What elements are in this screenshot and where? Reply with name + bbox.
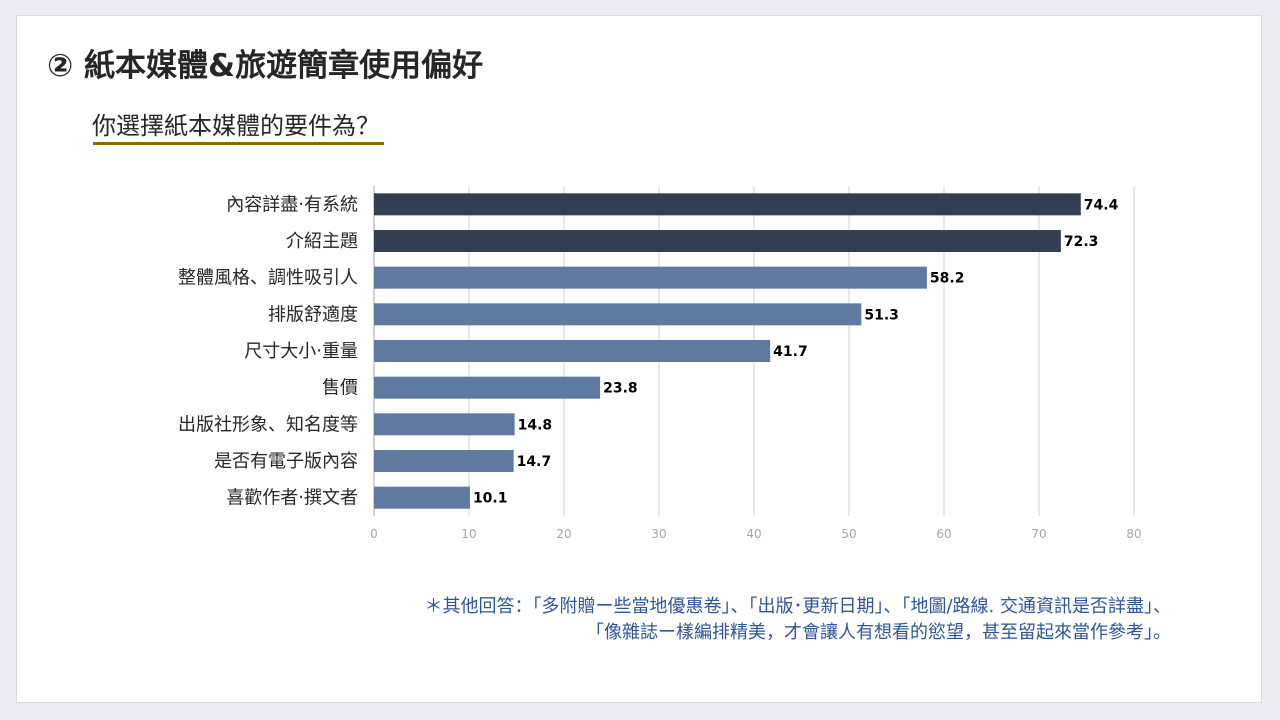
category-label: 售價 xyxy=(322,378,358,399)
x-tick-label: 30 xyxy=(651,527,666,541)
category-label: 整體風格、調性吸引人 xyxy=(178,268,358,289)
value-label: 51.3 xyxy=(864,307,899,323)
bar xyxy=(374,413,515,436)
chart-question: 你選擇紙本媒體的要件為？ xyxy=(92,112,380,140)
bar xyxy=(374,450,514,472)
bar xyxy=(374,340,771,362)
value-label: 14.7 xyxy=(517,454,552,470)
value-label: 72.3 xyxy=(1064,234,1099,250)
category-label: 尺寸大小‧重量 xyxy=(244,341,358,362)
category-label: 排版舒適度 xyxy=(268,304,358,325)
x-tick-label: 70 xyxy=(1031,527,1046,541)
x-tick-label: 20 xyxy=(556,527,571,541)
value-label: 58.2 xyxy=(930,271,965,287)
x-tick-label: 10 xyxy=(461,527,476,541)
value-label: 74.4 xyxy=(1084,197,1119,213)
bar-chart: 0 10 20 30 40 50 60 70 80 內容詳盡‧有系統 74.4 介紹主題 72.3 整體風… xyxy=(178,186,1142,541)
category-label: 介紹主題 xyxy=(286,231,358,252)
x-tick-label: 60 xyxy=(936,527,951,541)
x-tick-label: 0 xyxy=(370,527,378,541)
page-title: ② 紙本媒體&旅遊簡章使用偏好 xyxy=(47,48,484,84)
category-label: 喜歡作者‧撰文者 xyxy=(226,488,358,509)
category-label: 內容詳盡‧有系統 xyxy=(226,194,358,215)
category-label: 出版社形象、知名度等 xyxy=(178,414,358,435)
slide: ② 紙本媒體&旅遊簡章使用偏好 你選擇紙本媒體的要件為？ 0 10 20 30 40 50… xyxy=(16,15,1262,703)
bar xyxy=(374,193,1081,216)
bar xyxy=(374,266,927,289)
bar xyxy=(374,303,862,326)
other-answers-note: ＊其他回答：「多附贈ー些當地優惠卷」、「出版･更新日期」、「地圖/路線. 交通資… xyxy=(424,594,1171,646)
value-label: 14.8 xyxy=(518,417,553,433)
value-label: 23.8 xyxy=(603,381,638,397)
note-line-2: 「像雜誌ー樣編排精美，才會讓人有想看的慾望，甚至留起來當作參考」。 xyxy=(586,622,1171,643)
x-tick-label: 80 xyxy=(1126,527,1141,541)
bar xyxy=(374,486,470,509)
value-label: 10.1 xyxy=(473,491,508,507)
category-label: 是否有電子版內容 xyxy=(214,451,358,472)
x-tick-label: 40 xyxy=(746,527,761,541)
bar xyxy=(374,230,1061,252)
bar xyxy=(374,376,601,399)
note-line-1: ＊其他回答：「多附贈ー些當地優惠卷」、「出版･更新日期」、「地圖/路線. 交通資… xyxy=(424,596,1171,617)
value-label: 41.7 xyxy=(773,344,808,360)
subtitle-underline xyxy=(93,142,384,145)
x-tick-label: 50 xyxy=(841,527,856,541)
